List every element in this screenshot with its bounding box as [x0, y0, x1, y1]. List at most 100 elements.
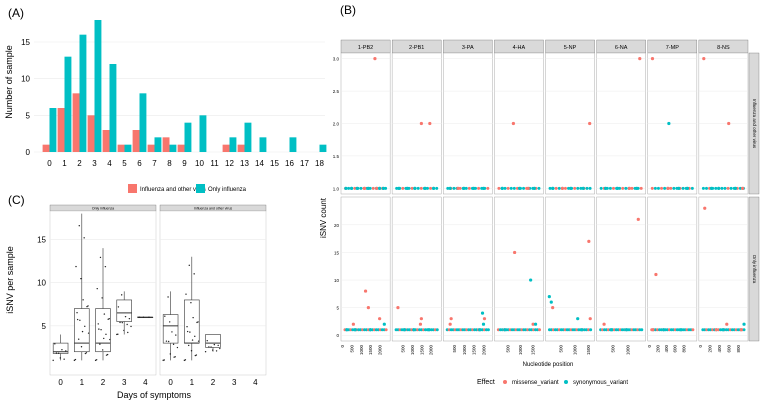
- chart-b-xtick: 1000: [518, 345, 523, 356]
- chart-a-bar: [289, 137, 297, 152]
- chart-b-point-synonymous: [378, 186, 382, 190]
- chart-b-xtick: 0: [647, 345, 652, 348]
- chart-b-point-baseline: [435, 328, 439, 332]
- chart-b-point-baseline: [446, 186, 450, 190]
- chart-b-point-missense: [638, 57, 642, 61]
- chart-b-point-missense: [587, 239, 591, 243]
- chart-b-point-baseline: [729, 186, 733, 190]
- chart-c-point: [128, 317, 131, 320]
- chart-b-point-missense: [714, 328, 718, 332]
- chart-b-xtick: 600: [673, 345, 678, 353]
- chart-b-point-baseline: [419, 186, 423, 190]
- chart-a-bars: [42, 20, 327, 152]
- chart-b-panel-bg: [340, 196, 391, 342]
- chart-b-point-baseline: [557, 186, 561, 190]
- chart-b-point-baseline: [464, 186, 468, 190]
- chart-c-point: [215, 350, 218, 352]
- chart-b-point-missense: [396, 306, 400, 310]
- chart-b-xtick: 500: [401, 345, 406, 353]
- chart-c-point: [165, 340, 168, 342]
- chart-a-bar: [109, 64, 117, 152]
- chart-b-ytick: 1.5: [333, 154, 340, 159]
- chart-b-point-synonymous: [635, 186, 639, 190]
- chart-b-point-synonymous: [517, 186, 522, 190]
- chart-c-point: [206, 340, 208, 342]
- chart-b-point-synonymous: [366, 186, 370, 190]
- chart-c-point: [55, 352, 58, 354]
- chart-c-point: [169, 321, 171, 323]
- chart-b-point-synonymous: [662, 328, 666, 332]
- chart-c-xtick: 0: [168, 378, 173, 387]
- chart-b-point-baseline: [538, 328, 542, 332]
- chart-a-xtick: 5: [122, 159, 127, 168]
- chart-c-strip-label: Influenza and other virus: [194, 207, 233, 211]
- chart-c-point: [85, 352, 88, 354]
- chart-c-point: [84, 352, 87, 355]
- chart-a-bar: [244, 122, 252, 152]
- legend-label-influenza-other: Influenza and other virus: [140, 187, 206, 193]
- chart-b-xtick: 0: [698, 345, 703, 348]
- chart-b-point-missense: [378, 317, 382, 321]
- chart-a-legend: Influenza and other virus Only influenza: [128, 184, 247, 193]
- chart-b-panel-bg: [698, 196, 749, 342]
- chart-b-point-missense: [602, 322, 606, 326]
- chart-b-point-missense: [650, 57, 655, 61]
- chart-c-point: [77, 338, 80, 340]
- chart-c-point: [127, 331, 129, 334]
- chart-c-point: [94, 359, 97, 362]
- chart-c-point: [65, 350, 67, 352]
- chart-b-point-baseline: [410, 186, 414, 190]
- chart-b-panels: 1-PB2 2-PB1 3-PA 4-HA 5-NP 6-NA 7-MP 8-NS Influe…: [333, 39, 760, 356]
- chart-b-point-missense: [560, 186, 565, 190]
- chart-c-point: [219, 347, 221, 350]
- chart-b-xtick: 500: [610, 345, 615, 353]
- chart-c-point: [117, 333, 119, 335]
- chart-c-point: [172, 343, 175, 346]
- chart-b-point-missense: [636, 217, 640, 221]
- chart-b-point-baseline: [467, 186, 471, 190]
- chart-b-point-synonymous: [402, 328, 407, 332]
- chart-b-point-baseline: [672, 186, 676, 190]
- chart-b-point-baseline: [503, 186, 507, 190]
- chart-b-panel-bg: [391, 196, 442, 342]
- chart-b-point-synonymous: [603, 186, 608, 190]
- chart-c-point: [116, 333, 118, 336]
- chart-b-point-synonymous: [472, 186, 476, 190]
- chart-b-xtick: 500: [452, 345, 457, 353]
- chart-a-bar: [132, 130, 140, 152]
- chart-b-strip-label: 7-MP: [666, 45, 679, 51]
- chart-b-point-baseline: [416, 186, 420, 190]
- chart-c-box: [95, 308, 111, 353]
- chart-b-point-synonymous: [368, 328, 372, 332]
- chart-b-point-synonymous: [677, 186, 681, 190]
- chart-b-ytick: 0: [336, 333, 339, 338]
- chart-a-bar: [102, 130, 110, 152]
- chart-c-point: [59, 357, 62, 359]
- chart-b-point-baseline: [401, 186, 405, 190]
- chart-b-point-synonymous: [624, 328, 628, 332]
- chart-b-point-missense: [373, 57, 377, 61]
- chart-a-bar: [177, 144, 185, 152]
- chart-c-point: [191, 339, 194, 341]
- chart-b-point-baseline: [563, 186, 567, 190]
- chart-b-point-synonymous: [345, 328, 349, 332]
- chart-a-bar: [162, 137, 170, 152]
- chart-c-point: [175, 334, 177, 336]
- chart-c-point: [142, 316, 145, 318]
- chart-b-xtick: 200: [707, 345, 712, 353]
- chart-a-bar: [42, 144, 50, 152]
- chart-b-point-synonymous: [709, 186, 714, 190]
- chart-c-point: [97, 323, 99, 325]
- chart-b-xtick: 500: [558, 345, 563, 353]
- chart-c-point: [174, 356, 176, 358]
- chart-b-point-synonymous: [353, 328, 357, 332]
- chart-b-point-baseline: [599, 186, 603, 190]
- legend-label-synonymous: synonymous_variant: [573, 380, 628, 386]
- chart-c-point: [163, 359, 165, 361]
- chart-a-bar: [237, 144, 245, 152]
- chart-a-xtick: 12: [225, 159, 234, 168]
- chart-b-point-missense: [351, 322, 355, 326]
